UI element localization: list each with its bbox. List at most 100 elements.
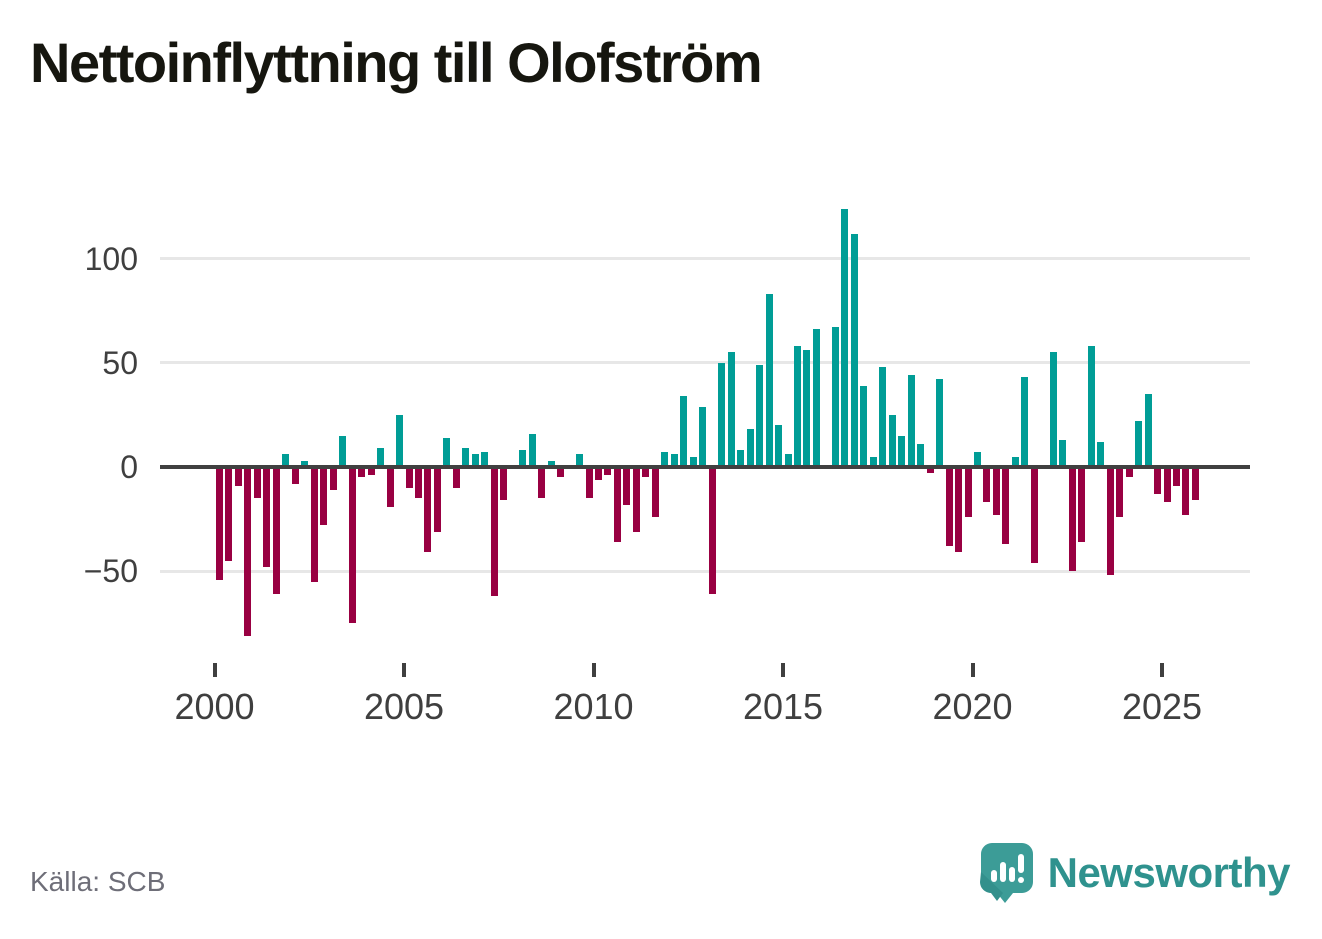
bar-2003Q2: [339, 435, 347, 465]
bar-2023Q1: [1087, 346, 1095, 465]
bar-2003Q4: [358, 469, 366, 478]
bar-2008Q1: [519, 450, 527, 465]
bar-2022Q1: [1049, 352, 1057, 465]
bar-2009Q3: [576, 454, 584, 465]
bar-chart-speech-bubble-icon: [979, 843, 1033, 903]
bar-2008Q2: [528, 433, 536, 465]
x-tick-2010: [591, 663, 596, 677]
bar-2024Q2: [1135, 421, 1143, 465]
bar-2019Q3: [955, 469, 963, 553]
bar-2020Q4: [1002, 469, 1010, 545]
chart-title: Nettoinflyttning till Olofström: [30, 31, 763, 94]
bar-2013Q3: [727, 352, 735, 465]
bar-2012Q1: [670, 454, 678, 465]
bar-2005Q3: [424, 469, 432, 553]
bar-2005Q1: [405, 469, 413, 488]
y-tick-label--50: −50: [83, 553, 138, 590]
bar-2017Q4: [888, 414, 896, 465]
newsworthy-wordmark: Newsworthy: [1047, 849, 1291, 896]
bar-2008Q3: [538, 469, 546, 499]
bar-2014Q2: [756, 364, 764, 465]
newsworthy-logo: Newsworthy: [979, 842, 1291, 904]
zero-axis-line: [160, 465, 1250, 469]
bar-2000Q1: [216, 469, 223, 580]
bar-2003Q3: [348, 469, 356, 624]
y-gridline--50: [160, 569, 1250, 573]
bar-2023Q3: [1106, 469, 1114, 576]
bar-2014Q4: [775, 425, 783, 465]
bar-2007Q3: [500, 469, 508, 501]
bar-2009Q4: [585, 469, 593, 499]
bar-2010Q3: [613, 469, 621, 543]
bar-2022Q4: [1078, 469, 1086, 543]
bar-2007Q2: [490, 469, 498, 597]
bar-2002Q2: [301, 460, 309, 465]
bar-2015Q1: [784, 454, 792, 465]
bar-2021Q1: [1011, 456, 1019, 465]
bar-2006Q1: [443, 437, 451, 465]
bar-2012Q4: [699, 406, 707, 465]
bar-2022Q2: [1059, 439, 1067, 465]
bar-2005Q4: [433, 469, 441, 532]
bar-2018Q1: [898, 435, 906, 465]
bar-2014Q1: [746, 429, 754, 465]
bar-2018Q2: [907, 375, 915, 465]
source-caption: Källa: SCB: [30, 866, 166, 897]
bar-2020Q2: [983, 469, 991, 503]
bar-2011Q3: [651, 469, 659, 518]
y-tick-label-50: 50: [102, 344, 138, 381]
bar-2025Q4: [1191, 469, 1199, 501]
x-tick-label-2000: 2000: [174, 686, 255, 727]
bar-2000Q2: [225, 469, 233, 561]
bar-2009Q1: [557, 469, 565, 478]
y-tick-label-100: 100: [84, 240, 138, 277]
bar-2013Q2: [718, 362, 726, 465]
x-tick-2025: [1160, 663, 1164, 677]
bar-2022Q3: [1068, 469, 1076, 572]
bar-2025Q1: [1163, 469, 1171, 503]
x-tick-2015: [781, 663, 785, 677]
x-tick-label-2010: 2010: [553, 686, 634, 727]
bar-2023Q4: [1116, 469, 1124, 518]
x-tick-label-2020: 2020: [932, 686, 1013, 727]
bar-2002Q1: [291, 469, 299, 484]
bar-2004Q1: [367, 469, 375, 476]
bar-2013Q1: [708, 469, 716, 595]
bar-2010Q2: [604, 469, 612, 476]
bar-2014Q3: [765, 294, 773, 465]
bar-2017Q1: [860, 385, 868, 465]
y-gridline-100: [160, 257, 1250, 261]
bar-2001Q1: [253, 469, 261, 499]
bar-2002Q3: [310, 469, 318, 582]
bar-2011Q2: [642, 469, 650, 478]
bar-2016Q3: [841, 208, 849, 465]
bar-2006Q3: [462, 448, 470, 465]
bar-2025Q3: [1182, 469, 1190, 515]
bar-2006Q4: [471, 454, 479, 465]
bar-2017Q2: [869, 456, 877, 465]
bar-2015Q4: [812, 329, 820, 465]
bar-2004Q4: [396, 414, 404, 465]
bar-2011Q4: [661, 452, 669, 465]
bar-2012Q3: [689, 456, 697, 465]
bar-2004Q3: [386, 469, 394, 507]
bar-2019Q2: [945, 469, 953, 547]
x-tick-label-2005: 2005: [363, 686, 445, 727]
bar-2012Q2: [680, 396, 688, 465]
bar-2011Q1: [632, 469, 640, 532]
bar-2010Q4: [623, 469, 631, 505]
x-tick-2005: [402, 663, 406, 677]
bar-2019Q1: [936, 379, 944, 465]
bar-2018Q4: [926, 469, 934, 474]
bar-2001Q2: [263, 469, 271, 568]
bar-2003Q1: [329, 469, 337, 490]
bar-2016Q4: [850, 233, 858, 465]
bar-2020Q3: [992, 469, 1000, 515]
bar-2001Q3: [272, 469, 280, 595]
bar-2024Q1: [1125, 469, 1133, 478]
bar-2004Q2: [377, 448, 385, 465]
bar-2010Q1: [595, 469, 602, 480]
x-tick-label-2025: 2025: [1121, 686, 1203, 727]
